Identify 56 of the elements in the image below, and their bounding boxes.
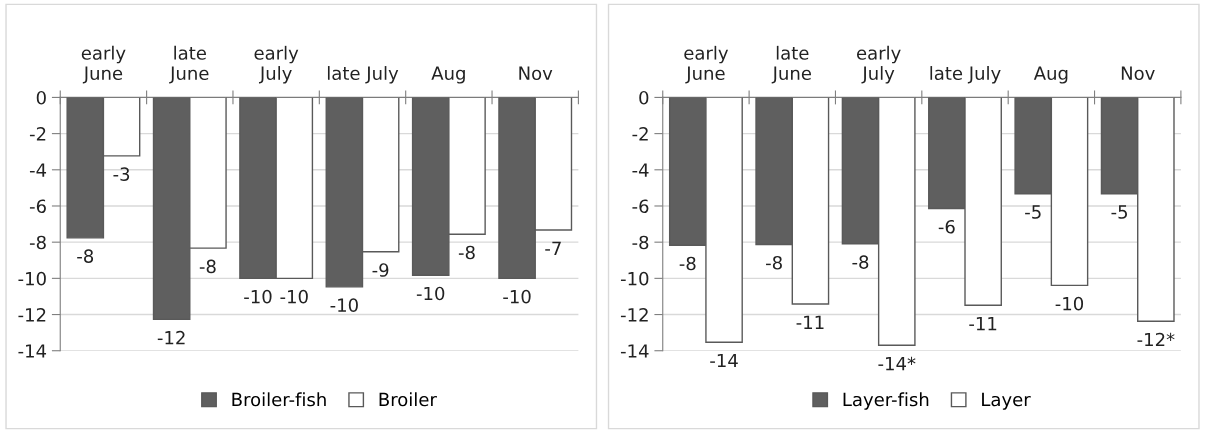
y-tick-label: -14: [620, 344, 649, 358]
data-label: -9: [372, 263, 389, 277]
data-label: -14: [710, 353, 738, 368]
data-label: -5: [1025, 205, 1041, 219]
data-label: -10: [280, 289, 308, 304]
y-tick-label: -10: [18, 271, 46, 286]
data-label: -12: [157, 330, 185, 345]
data-label: -5: [1111, 205, 1128, 219]
y-tick-label: -8: [632, 235, 649, 250]
x-tick-label: Aug: [1033, 66, 1068, 84]
x-tick-label: early June: [81, 45, 126, 84]
legend-label: Layer: [982, 392, 1031, 410]
data-label: -11: [969, 316, 997, 331]
data-label: -8: [458, 245, 475, 260]
data-label: -12*: [1137, 332, 1175, 347]
data-label: -8: [679, 256, 696, 271]
x-tick-label: late June: [771, 45, 811, 84]
data-label: -8: [852, 255, 869, 269]
x-tick-label: Nov: [519, 66, 553, 81]
y-tick-label: -14: [18, 344, 47, 358]
y-tick-label: 0: [36, 90, 46, 105]
y-tick-label: -2: [29, 127, 46, 141]
y-tick-label: -12: [620, 308, 648, 322]
data-label: -10: [1055, 296, 1084, 311]
x-tick-label: late June: [169, 45, 209, 84]
data-label: -11: [796, 315, 824, 329]
y-tick-label: -2: [632, 127, 648, 141]
data-label: -8: [77, 249, 94, 263]
y-tick-label: -10: [620, 271, 649, 286]
legend-label: Broiler-fish: [232, 392, 326, 407]
y-tick-label: -12: [18, 308, 46, 322]
x-tick-label: early July: [856, 45, 901, 84]
x-tick-label: early July: [254, 45, 299, 84]
data-label: -8: [766, 255, 782, 270]
x-tick-label: early June: [684, 45, 729, 84]
y-tick-label: -6: [632, 199, 649, 214]
y-tick-label: 0: [639, 90, 649, 105]
data-label: -10: [503, 289, 531, 304]
data-label: -7: [545, 241, 561, 255]
data-label: -10: [416, 286, 445, 301]
data-label: -10: [244, 289, 272, 304]
data-label: -6: [938, 219, 955, 234]
data-label: -8: [199, 259, 216, 274]
legend-label: Layer-fish: [843, 392, 929, 410]
y-tick-label: -8: [29, 235, 46, 250]
y-tick-label: -6: [29, 199, 46, 214]
legend-label: Broiler: [379, 392, 437, 407]
data-label: -3: [113, 167, 130, 181]
x-tick-label: Aug: [431, 66, 465, 84]
y-tick-label: -4: [29, 163, 47, 177]
data-label: -14*: [878, 356, 916, 371]
y-tick-label: -4: [632, 163, 649, 177]
data-label: -10: [330, 298, 358, 312]
x-tick-label: late July: [327, 66, 399, 84]
x-tick-label: Nov: [1121, 66, 1155, 81]
x-tick-label: late July: [930, 66, 1001, 84]
